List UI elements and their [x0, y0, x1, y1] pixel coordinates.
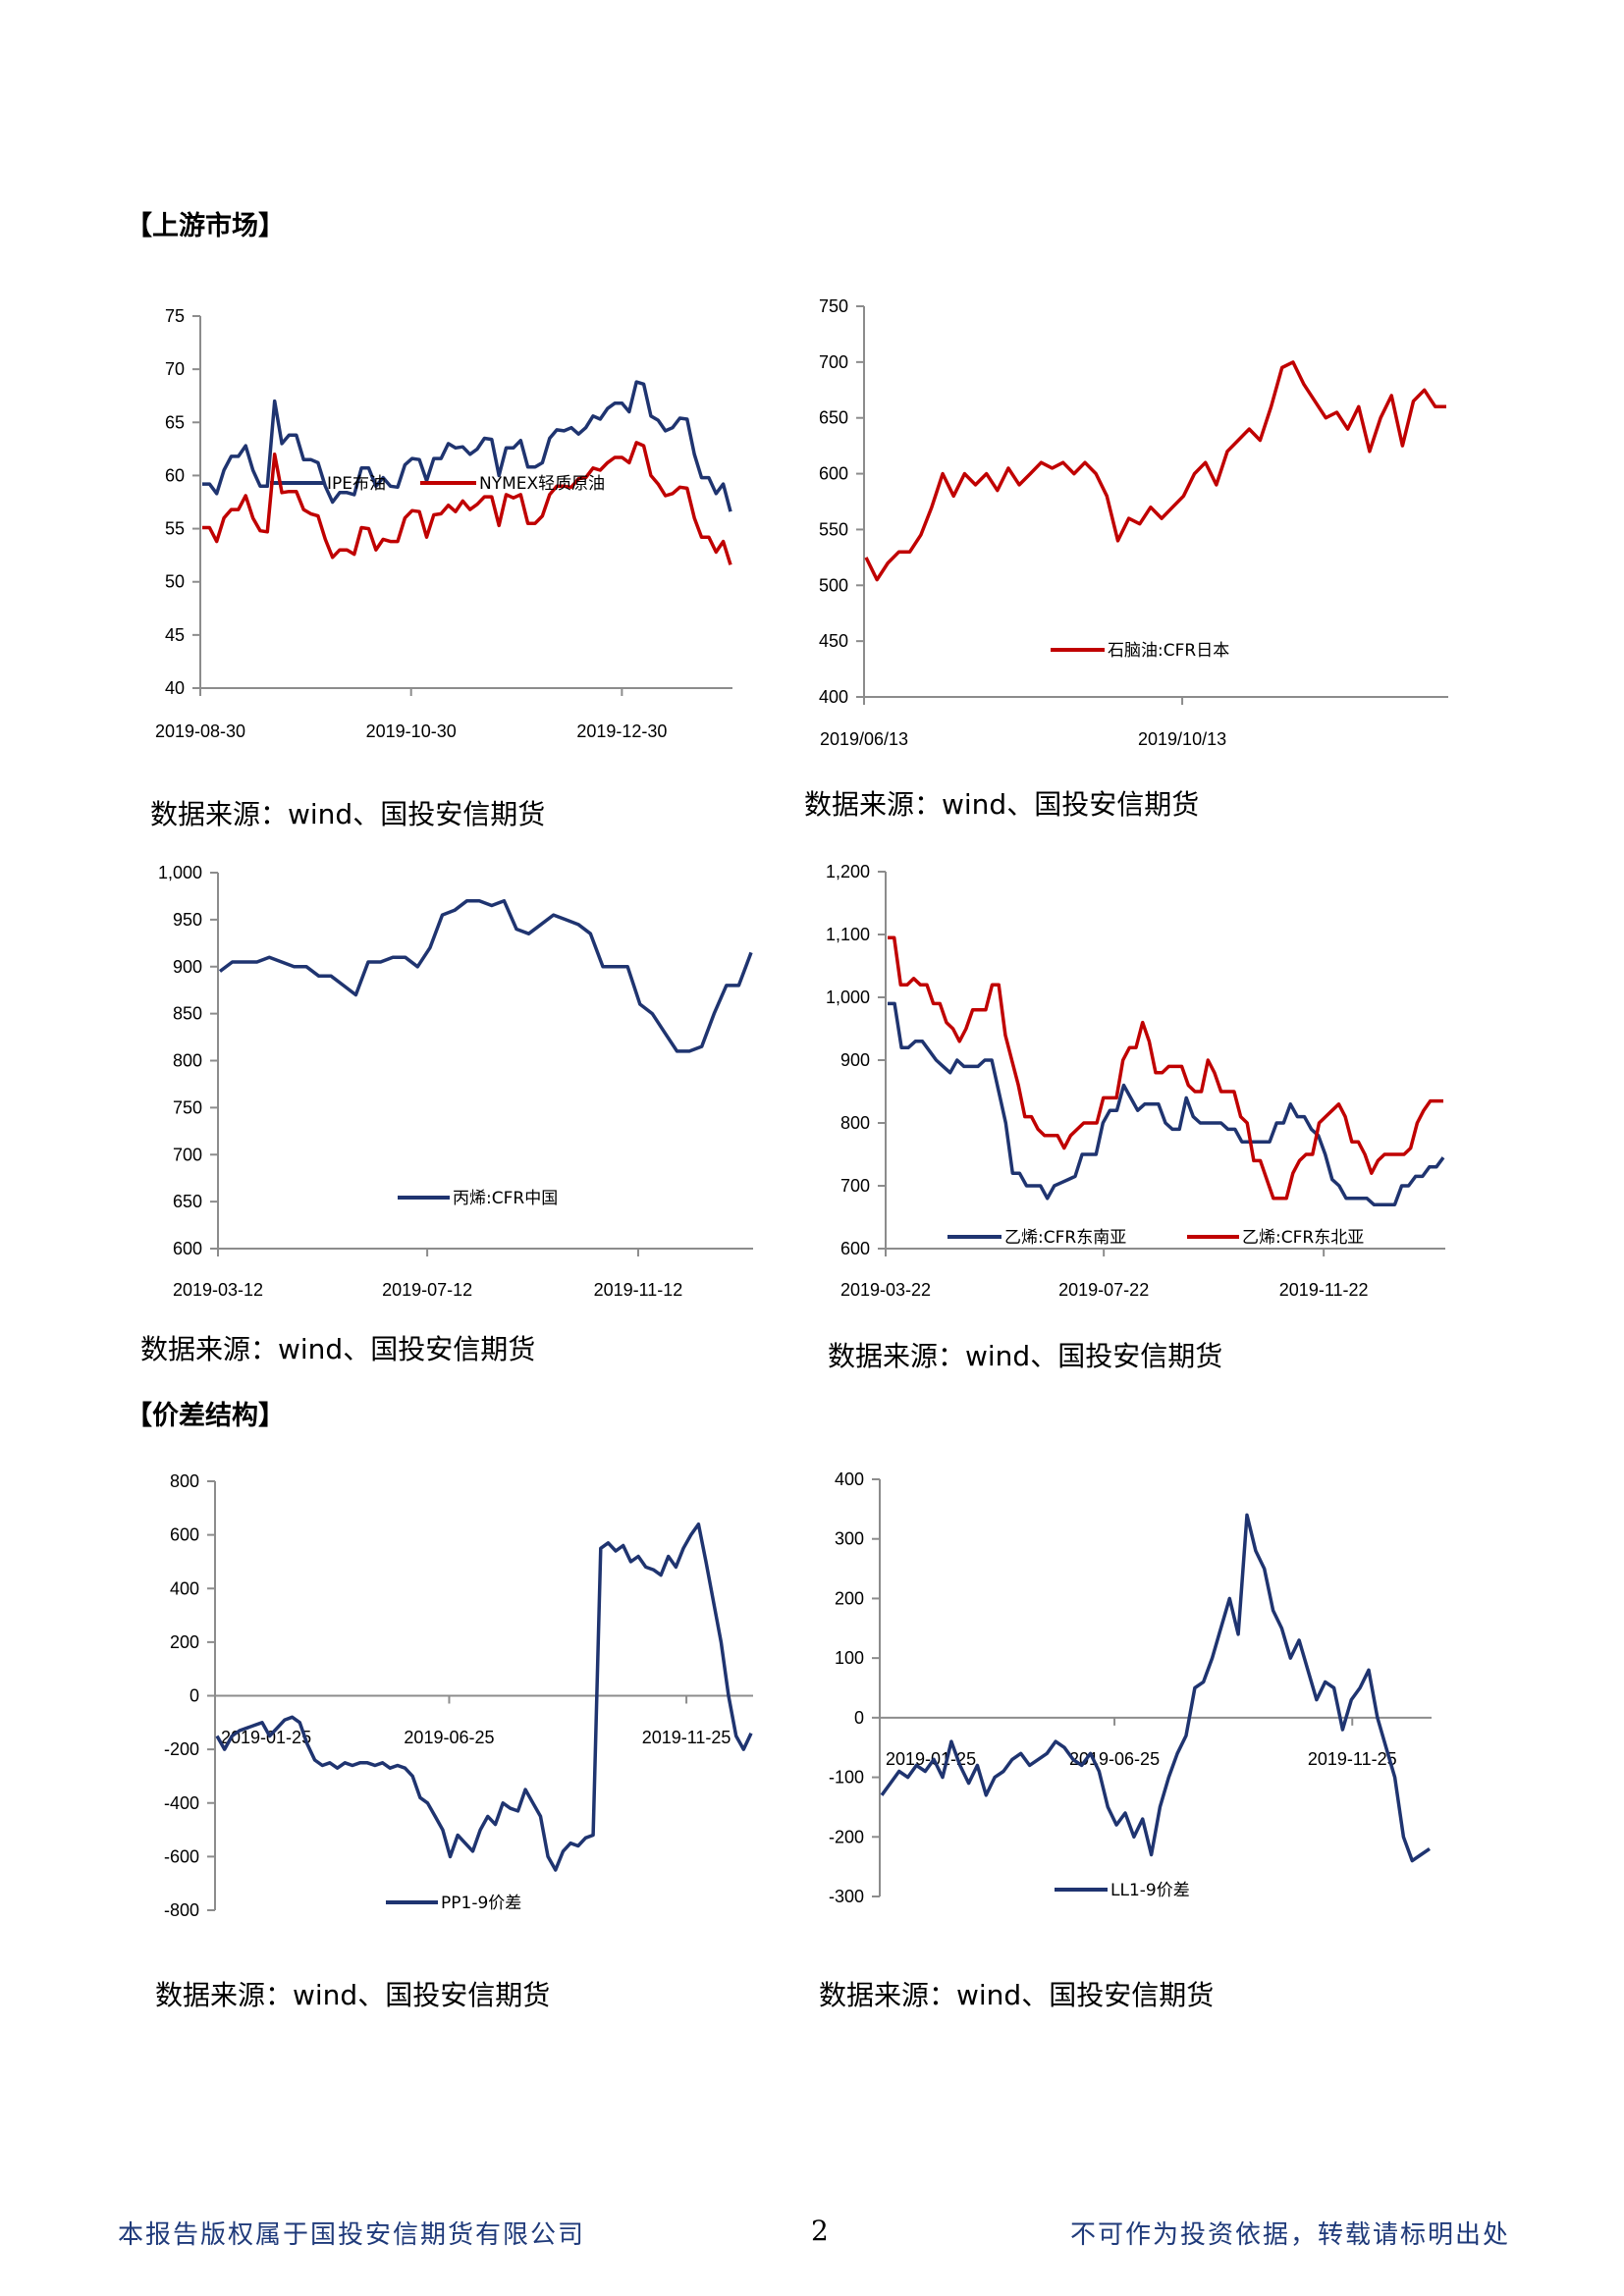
series-line-1-1 [202, 380, 732, 512]
y-tick-label: 1,000 [826, 988, 870, 1007]
y-tick-label: 400 [819, 687, 848, 707]
section-title-upstream: 【上游市场】 [126, 211, 285, 241]
y-tick-label: 800 [840, 1113, 870, 1133]
y-tick-label: 850 [173, 1004, 202, 1024]
y-tick-label: 950 [173, 910, 202, 930]
legend-label: LL1-9价差 [1110, 1881, 1190, 1900]
y-tick-label: 700 [173, 1145, 202, 1164]
x-tick-label: 2019-11-25 [1308, 1749, 1397, 1769]
legend-label: 乙烯:CFR东南亚 [1004, 1228, 1126, 1248]
series-line-4-2 [888, 935, 1443, 1201]
x-tick-label: 2019/10/13 [1138, 729, 1226, 749]
y-tick-label: -600 [164, 1846, 199, 1866]
footer-copyright: 本报告版权属于国投安信期货有限公司 [118, 2220, 586, 2250]
y-tick-label: -200 [164, 1739, 199, 1759]
x-tick-label: 2019-11-22 [1279, 1280, 1369, 1300]
y-tick-label: 1,000 [158, 863, 202, 882]
y-tick-label: 600 [819, 464, 848, 484]
source-caption-5: 数据来源：wind、国投安信期货 [155, 1979, 551, 2011]
y-tick-label: -100 [829, 1768, 864, 1788]
series-line-5-1 [215, 1522, 753, 1872]
y-tick-label: 0 [854, 1708, 864, 1728]
y-tick-label: 750 [173, 1097, 202, 1117]
x-tick-label: 2019-07-22 [1058, 1280, 1149, 1300]
y-tick-label: 70 [165, 359, 185, 379]
source-caption-1: 数据来源：wind、国投安信期货 [150, 798, 546, 830]
x-tick-label: 2019-10-30 [366, 721, 457, 741]
y-tick-label: 750 [819, 296, 848, 316]
x-tick-label: 2019-03-12 [173, 1280, 263, 1300]
series-line-3-1 [218, 898, 753, 1053]
x-tick-label: 2019/06/13 [820, 729, 908, 749]
footer-disclaimer: 不可作为投资依据，转载请标明出处 [1070, 2220, 1511, 2250]
legend-label: 石脑油:CFR日本 [1108, 641, 1229, 661]
section-title-spread: 【价差结构】 [126, 1401, 285, 1431]
legend-label: PP1-9价差 [441, 1894, 521, 1913]
x-tick-label: 2019-12-30 [576, 721, 667, 741]
series-line-6-1 [880, 1513, 1431, 1863]
y-tick-label: 400 [170, 1578, 199, 1598]
x-tick-label: 2019-03-22 [840, 1280, 931, 1300]
x-tick-label: 2019-08-30 [155, 721, 245, 741]
source-caption-3: 数据来源：wind、国投安信期货 [140, 1333, 536, 1365]
x-tick-label: 2019-11-25 [642, 1728, 731, 1747]
y-tick-label: 550 [819, 519, 848, 539]
y-tick-label: -800 [164, 1900, 199, 1920]
y-tick-label: 200 [835, 1588, 864, 1608]
y-tick-label: 600 [840, 1239, 870, 1258]
y-tick-label: 300 [835, 1529, 864, 1549]
y-tick-label: 800 [173, 1051, 202, 1071]
source-caption-4: 数据来源：wind、国投安信期货 [828, 1340, 1223, 1372]
legend-label: NYMEX轻质原油 [479, 474, 605, 494]
y-tick-label: 700 [840, 1176, 870, 1196]
y-tick-label: 1,200 [826, 862, 870, 881]
y-tick-label: 900 [840, 1050, 870, 1070]
y-tick-label: 400 [835, 1469, 864, 1489]
y-tick-label: 55 [165, 519, 185, 539]
x-tick-label: 2019-11-12 [594, 1280, 683, 1300]
y-tick-label: 45 [165, 625, 185, 645]
y-tick-label: 800 [170, 1471, 199, 1491]
x-tick-label: 2019-06-25 [404, 1728, 494, 1747]
series-line-2-1 [864, 360, 1446, 582]
y-tick-label: 500 [819, 575, 848, 595]
page-number: 2 [811, 2215, 831, 2247]
y-tick-label: 200 [170, 1632, 199, 1652]
series-line-4-1 [888, 1001, 1445, 1206]
x-tick-label: 2019-07-12 [382, 1280, 472, 1300]
source-caption-6: 数据来源：wind、国投安信期货 [819, 1979, 1215, 2011]
y-tick-label: 40 [165, 678, 185, 698]
legend-label: 丙烯:CFR中国 [453, 1189, 558, 1208]
source-caption-2: 数据来源：wind、国投安信期货 [804, 788, 1200, 821]
y-tick-label: 75 [165, 306, 185, 326]
y-tick-label: 450 [819, 631, 848, 651]
y-tick-label: 65 [165, 412, 185, 432]
y-tick-label: 100 [835, 1648, 864, 1668]
legend-label: IPE布油 [327, 474, 386, 494]
y-tick-label: 0 [189, 1686, 199, 1706]
y-tick-label: 600 [173, 1239, 202, 1258]
x-tick-label: 2019-01-25 [221, 1728, 311, 1747]
y-tick-label: 900 [173, 957, 202, 977]
y-tick-label: -300 [829, 1887, 864, 1906]
y-tick-label: 600 [170, 1525, 199, 1545]
y-tick-label: -400 [164, 1793, 199, 1813]
y-tick-label: 60 [165, 465, 185, 485]
y-tick-label: 700 [819, 352, 848, 372]
x-tick-label: 2019-01-25 [886, 1749, 976, 1769]
y-tick-label: 650 [819, 408, 848, 428]
y-tick-label: 50 [165, 572, 185, 592]
legend-label: 乙烯:CFR东北亚 [1242, 1228, 1364, 1248]
y-tick-label: -200 [829, 1827, 864, 1846]
y-tick-label: 650 [173, 1192, 202, 1211]
y-tick-label: 1,100 [826, 925, 870, 944]
series-line-1-2 [202, 441, 732, 565]
